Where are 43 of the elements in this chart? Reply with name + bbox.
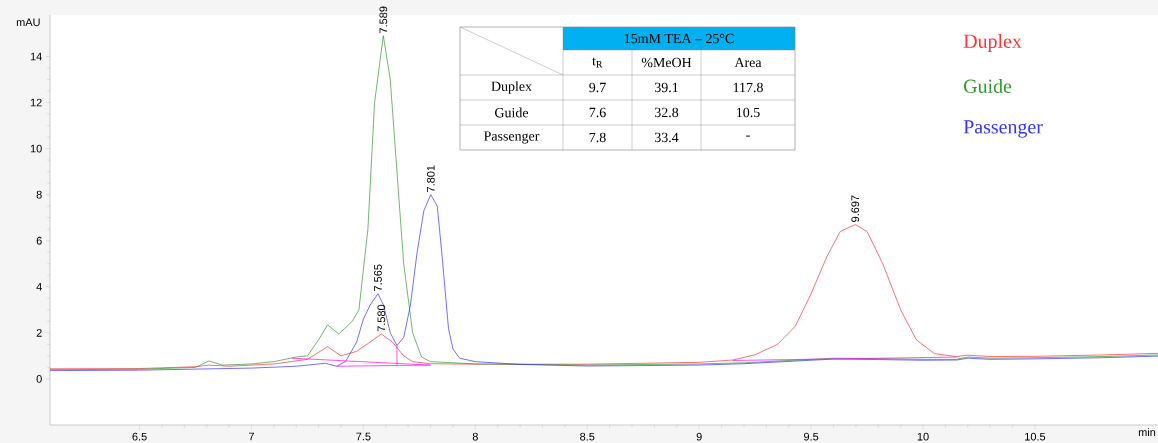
x-tick-label: 8.5: [580, 432, 595, 441]
y-tick-label: 12: [30, 98, 42, 107]
annotation: 117.8: [733, 82, 763, 93]
text: Duplex: [963, 33, 1022, 53]
annotation: 39.1: [654, 82, 678, 93]
annotation: Duplex: [491, 81, 532, 94]
x-tick-label: 6.5: [132, 432, 147, 441]
annotation: 32.8: [654, 107, 679, 118]
annotation: 7.6: [589, 107, 606, 118]
x-tick-label: 10: [917, 432, 929, 441]
annotation: t$_{R}$: [592, 57, 603, 68]
y-axis-title: mAU: [16, 18, 40, 27]
text: Guide: [964, 78, 1012, 93]
annotation: 7.565: [374, 264, 382, 291]
annotation: %MeOH: [641, 57, 692, 68]
annotation: 7.589: [379, 6, 388, 33]
y-tick-label: 8: [36, 190, 42, 199]
annotation: 7.580: [377, 304, 386, 332]
x-tick-label: 8: [472, 432, 478, 441]
annotation: 7.8: [589, 132, 606, 143]
annotation: -: [746, 135, 750, 137]
x-tick-label: 9.5: [804, 432, 819, 441]
x-tick-label: 10.5: [1025, 432, 1046, 441]
annotation: 33.4: [654, 132, 679, 143]
y-tick-label: 2: [36, 329, 42, 337]
annotation: 9.697: [851, 195, 860, 222]
x-tick-label: 7.5: [356, 432, 371, 441]
annotation: Area: [734, 57, 762, 68]
annotation: 7.801: [426, 165, 435, 192]
y-tick-label: 0: [36, 375, 42, 383]
x-tick-label: 9: [696, 432, 702, 441]
y-tick-label: 10: [30, 144, 42, 153]
annotation: Guide: [495, 107, 529, 118]
annotation: 15mM TEA – 25°C: [624, 33, 734, 44]
y-tick-label: 14: [30, 52, 42, 61]
x-tick-label: 7: [248, 432, 254, 441]
annotation: 10.5: [737, 107, 760, 118]
text: Passenger: [963, 120, 1043, 138]
x-axis-title: min: [1138, 428, 1156, 437]
y-tick-label: 6: [36, 236, 42, 245]
annotation: Passenger: [484, 131, 540, 144]
y-tick-label: 4: [36, 283, 42, 291]
annotation: 9.7: [589, 82, 606, 93]
